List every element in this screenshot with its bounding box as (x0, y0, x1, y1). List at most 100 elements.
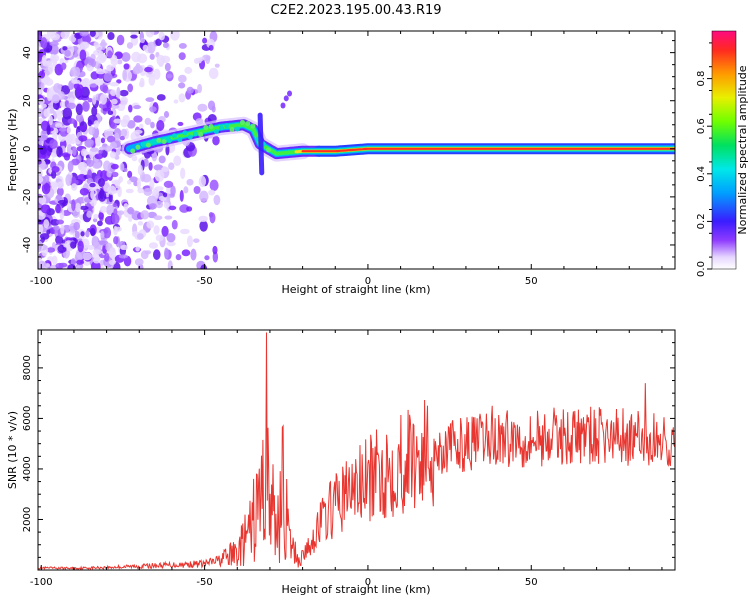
spectrogram-noise-blob (145, 97, 155, 102)
spectrogram-noise-blob (87, 169, 93, 181)
spectrogram-noise-blob (178, 82, 186, 89)
spectrogram-noise-blob (38, 166, 43, 176)
spectrogram-noise-blob (76, 265, 81, 269)
spectrogram-noise-blob (150, 121, 155, 129)
spectrogram-noise-blob (51, 165, 60, 173)
spectrogram-noise-blob (161, 166, 170, 173)
spectrogram-noise-blob (92, 94, 97, 105)
spectrogram-noise-blob (58, 262, 68, 268)
spectrogram-noise-blob (49, 41, 59, 47)
spectrogram-noise-blob (55, 122, 63, 128)
spectrogram-noise-blob (107, 185, 117, 195)
spectrogram-ridge-band (301, 147, 675, 153)
spectrogram-noise-blob (94, 78, 104, 86)
spectrogram-ridge-blob (182, 130, 188, 136)
spectrogram-noise-blob (79, 205, 89, 211)
spectrogram-noise-blob (139, 77, 145, 87)
spectrogram-noise-blob (43, 108, 51, 118)
spectrogram-noise-blob (166, 232, 176, 243)
spectrogram-noise-blob (78, 161, 85, 171)
spectrogram-noise-blob (84, 138, 94, 148)
spectrogram-noise-blob (51, 255, 58, 265)
spectrogram-noise-blob (178, 93, 186, 103)
spectrogram-noise-blob (38, 175, 44, 184)
spectrogram-noise-blob (129, 176, 138, 183)
spectrogram-noise-blob (116, 34, 125, 46)
spectrogram-noise-blob (136, 233, 144, 240)
spectrogram-noise-blob (214, 63, 220, 68)
spectrogram-ridge-blob (266, 147, 272, 153)
spectrogram-noise-blob (110, 163, 119, 170)
spectrogram-noise-blob (208, 67, 219, 79)
spectrogram-noise-blob (127, 206, 135, 215)
spectrogram-noise-blob (117, 59, 123, 65)
spectrogram-noise-blob (97, 220, 103, 227)
spectrogram-noise-blob (99, 41, 108, 47)
spectrogram-noise-blob (41, 182, 51, 195)
spectrogram-noise-blob (91, 106, 98, 117)
spectrogram-noise-blob (76, 84, 84, 97)
spectrogram-noise-blob (55, 204, 61, 214)
spectrogram-feature (208, 44, 214, 51)
snr-panel: -100 -50 0 50 2000 4000 6000 8000 Height of str… (6, 329, 676, 596)
spectrogram-noise-blob (93, 214, 99, 219)
spectrogram-noise-blob (118, 254, 129, 259)
spectrogram-noise-blob (66, 144, 73, 154)
spec-x-tick-label: -100 (30, 276, 53, 287)
spectrogram-ridge-blob (198, 132, 204, 138)
spectrogram-noise-blob (89, 31, 96, 37)
spectrogram-noise-blob (131, 51, 142, 63)
spectrogram-noise-blob (79, 187, 89, 196)
spectrogram-noise-blob (104, 252, 110, 262)
spectrogram-noise-blob (108, 192, 113, 203)
spectrogram-noise-blob (83, 253, 93, 260)
spectrogram-noise-blob (97, 178, 105, 187)
spectrogram-noise-blob (90, 189, 95, 200)
spectrogram-noise-blob (133, 115, 143, 123)
colorbar-tick-label: 0.0 (696, 261, 707, 277)
spectrogram-noise-blob (118, 176, 124, 183)
snr-series-line (38, 332, 675, 570)
spectrogram-noise-blob (99, 93, 108, 105)
spectrogram-noise-blob (107, 50, 113, 59)
spectrogram-noise-blob (53, 225, 60, 231)
snr-x-tick-label: 0 (365, 577, 371, 588)
spectrogram-noise-blob (179, 190, 184, 202)
colorbar-tick-label: 0.2 (696, 213, 707, 229)
spectrogram-ridge-blob (166, 138, 172, 144)
spectrogram-noise-blob (127, 179, 132, 185)
spectrogram-noise-blob (186, 206, 193, 212)
spectrogram-noise-blob (178, 74, 187, 83)
spectrogram-noise-blob (111, 171, 119, 178)
spectrogram-feature (202, 37, 208, 44)
spectrogram-noise-blob (123, 203, 129, 210)
spec-y-tick-label: 40 (22, 46, 33, 59)
spectrogram-noise-blob (38, 260, 47, 269)
spectrogram-noise-blob (170, 31, 180, 41)
spectrogram-noise-blob (155, 234, 164, 242)
spectrogram-noise-blob (100, 230, 105, 239)
spectrogram-noise-blob (75, 103, 83, 116)
snr-x-axis-label: Height of straight line (km) (281, 583, 430, 596)
spectrogram-noise-blob (114, 226, 122, 232)
spectrogram-ridge-blob (156, 137, 162, 143)
spectrogram-noise-blob (95, 68, 106, 75)
spectrogram-ridge-blob (192, 131, 198, 137)
spectrogram-noise-blob (213, 194, 221, 206)
spectrogram-noise-blob (51, 152, 57, 158)
spectrogram-noise-blob (180, 167, 186, 180)
spectrogram-ridge-blob (140, 141, 146, 147)
spectrogram-noise-blob (133, 65, 144, 74)
spectrogram-noise-blob (135, 246, 140, 252)
spectrogram-noise-blob (197, 103, 208, 112)
spectrogram-noise-blob (116, 79, 122, 84)
spectrogram-noise-blob (116, 86, 121, 99)
spectrogram-noise-blob (156, 120, 165, 131)
spectrogram-noise-blob (204, 255, 210, 261)
spectrogram-heatmap (38, 31, 675, 269)
spectrogram-noise-blob (137, 221, 144, 226)
spectrogram-noise-blob (58, 127, 67, 132)
spectrogram-noise-blob (195, 118, 204, 125)
spec-x-tick-label: 0 (365, 276, 371, 287)
spectrogram-noise-blob (82, 36, 92, 43)
